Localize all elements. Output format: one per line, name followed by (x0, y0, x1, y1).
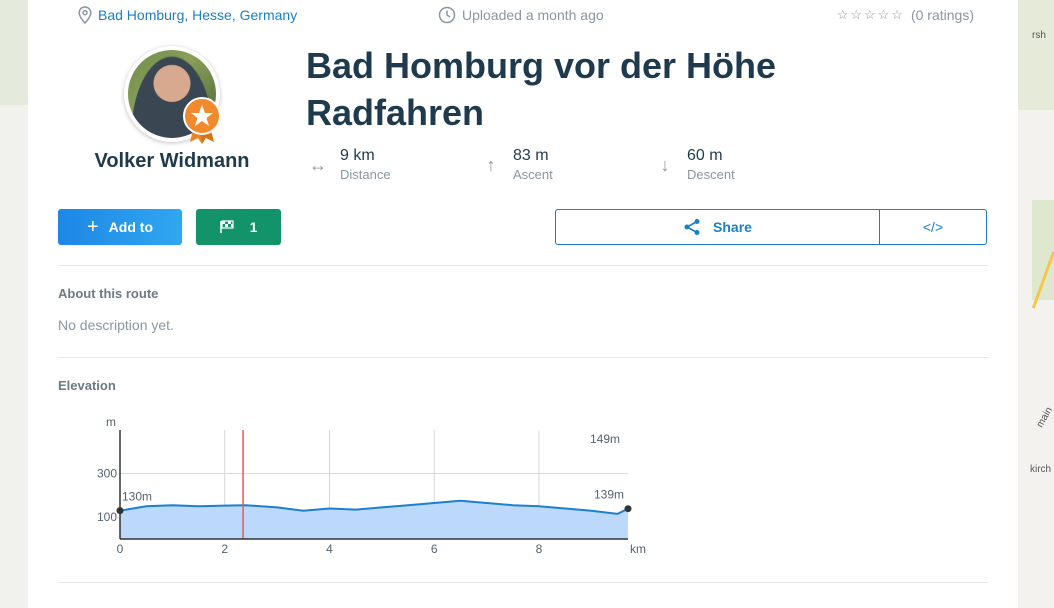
upload-info: Uploaded a month ago (438, 6, 604, 24)
arrow-up-icon: ↑ (486, 155, 496, 175)
divider (58, 357, 988, 358)
y-unit-label: m (106, 415, 116, 429)
location-text[interactable]: Bad Homburg, Hesse, Germany (98, 7, 298, 23)
stat-label: Ascent (513, 167, 553, 182)
clock-icon (438, 6, 456, 24)
share-button[interactable]: Share (556, 210, 880, 244)
map-pin-icon (78, 6, 92, 24)
elevation-area (120, 500, 628, 539)
code-icon: </> (922, 219, 944, 235)
x-tick-label: 8 (536, 542, 543, 556)
arrow-down-icon: ↓ (660, 155, 670, 175)
map-park-area (1018, 0, 1054, 110)
stat-value: 9 km (340, 147, 375, 164)
end-point (624, 505, 632, 513)
stat-ascent: ↑ 83 m Ascent (481, 147, 553, 182)
page-title: Bad Homburg vor der Höhe Radfahren (306, 42, 986, 136)
divider (58, 265, 988, 266)
checkered-flag-button[interactable]: 1 (196, 209, 281, 245)
stat-value: 60 m (687, 147, 723, 164)
checkered-flag-icon (219, 220, 234, 233)
upload-text: Uploaded a month ago (462, 7, 604, 23)
max-elevation-label: 149m (590, 432, 620, 446)
map-park-area (1032, 200, 1054, 300)
ratings-count: (0 ratings) (910, 7, 974, 23)
add-to-button[interactable]: + Add to (58, 209, 182, 245)
distance-icon: ↔ (309, 155, 327, 175)
embed-button[interactable]: </> (880, 210, 986, 244)
divider (58, 582, 988, 583)
end-elevation-label: 139m (594, 488, 624, 502)
y-tick-label: 100 (97, 510, 117, 524)
stat-label: Distance (340, 167, 391, 182)
location-link[interactable]: Bad Homburg, Hesse, Germany (78, 6, 297, 24)
rating[interactable]: ☆☆☆☆☆ (0 ratings) (837, 6, 974, 24)
map-label: kirch (1030, 464, 1052, 475)
x-tick-label: 6 (431, 542, 438, 556)
add-to-label: Add to (108, 219, 153, 235)
share-icon (684, 219, 700, 235)
stat-value: 83 m (513, 147, 549, 164)
plus-icon: + (86, 215, 99, 238)
map-background-left[interactable] (0, 0, 28, 608)
x-tick-label: 4 (326, 542, 333, 556)
author-name[interactable]: Volker Widmann (94, 150, 250, 172)
x-unit-label: km (630, 542, 646, 556)
award-badge-icon (183, 97, 221, 144)
map-label: main (1034, 405, 1054, 430)
stat-descent: ↓ 60 m Descent (655, 147, 735, 182)
stat-label: Descent (687, 167, 735, 182)
x-tick-label: 0 (117, 542, 124, 556)
map-label: rsh (1032, 30, 1046, 41)
about-heading: About this route (58, 286, 159, 301)
title-line: Radfahren (306, 92, 485, 133)
star-rating-icon[interactable]: ☆☆☆☆☆ (836, 7, 905, 22)
elevation-heading: Elevation (58, 378, 116, 393)
x-tick-label: 2 (221, 542, 228, 556)
flag-count: 1 (249, 219, 258, 235)
stat-distance: ↔ 9 km Distance (308, 147, 391, 182)
map-park-area (0, 0, 28, 105)
y-tick-label: 300 (97, 467, 117, 481)
share-group: Share </> (555, 209, 987, 245)
title-line: Bad Homburg vor der Höhe (306, 45, 777, 86)
start-point (116, 507, 124, 515)
elevation-line (119, 499, 629, 515)
elevation-chart[interactable]: 0 2 4 6 8 100 300 130m 139m 149m m km (58, 415, 678, 565)
share-label: Share (713, 219, 752, 235)
start-elevation-label: 130m (122, 490, 152, 504)
map-background-right[interactable]: rsh main kirch (1018, 0, 1054, 608)
route-description: No description yet. (58, 317, 174, 333)
